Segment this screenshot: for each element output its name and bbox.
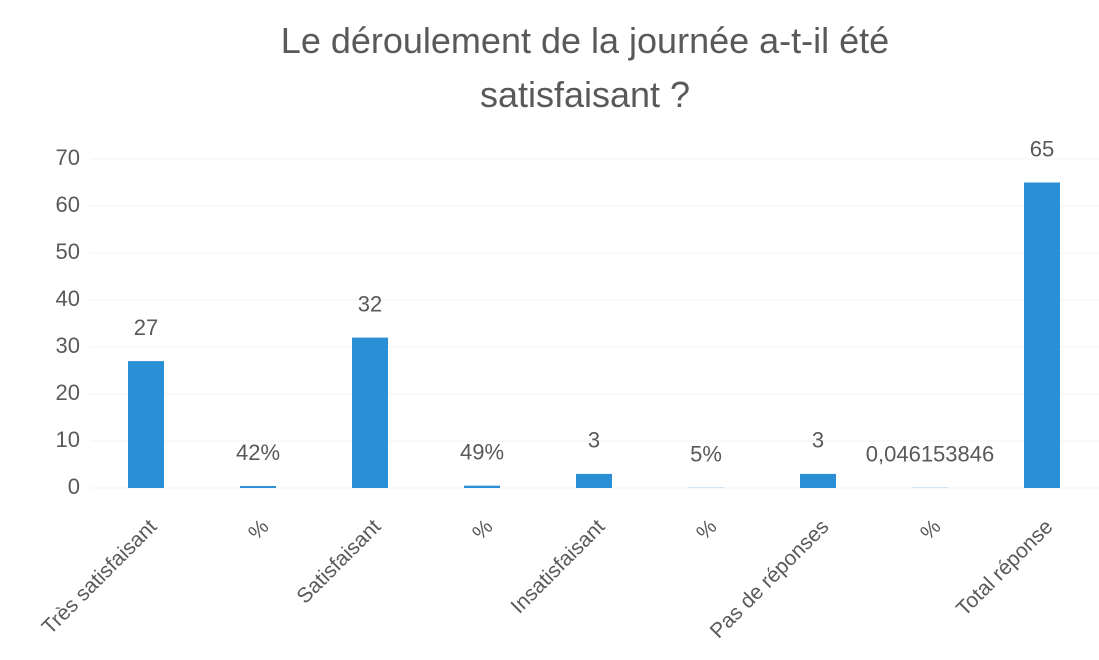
value-label: 32 [358, 291, 382, 316]
bar [128, 361, 164, 488]
chart-title: Le déroulement de la journée a-t-il été … [280, 20, 890, 115]
bar [464, 485, 500, 488]
value-label: 49% [460, 439, 504, 464]
x-tick-label: % [244, 515, 273, 544]
value-label: 65 [1030, 136, 1054, 161]
x-tick-label: Très satisfaisant [38, 515, 162, 639]
bar [800, 473, 836, 488]
y-tick-label: 0 [68, 474, 80, 499]
x-tick-label: Insatisfaisant [507, 515, 610, 618]
y-tick-label: 60 [56, 192, 80, 217]
y-tick-label: 30 [56, 333, 80, 358]
x-tick-label: % [916, 515, 945, 544]
bar [576, 473, 612, 488]
bar [352, 337, 388, 488]
x-tick-label: Satisfaisant [292, 515, 385, 608]
y-tick-label: 40 [56, 286, 80, 311]
value-label: 27 [134, 315, 158, 340]
value-label: 42% [236, 440, 280, 465]
y-tick-label: 20 [56, 380, 80, 405]
bar [1024, 182, 1060, 488]
y-tick-label: 70 [56, 145, 80, 170]
value-label: 3 [812, 428, 824, 453]
x-tick-label: Total réponse [952, 515, 1057, 620]
value-label: 3 [588, 428, 600, 453]
value-label: 5% [690, 442, 722, 467]
y-tick-label: 50 [56, 239, 80, 264]
y-tick-label: 10 [56, 427, 80, 452]
bar [240, 486, 276, 488]
x-tick-label: % [692, 515, 721, 544]
x-tick-label: Pas de réponses [706, 515, 834, 643]
x-tick-label: % [468, 515, 497, 544]
value-label: 0,046153846 [866, 442, 994, 467]
